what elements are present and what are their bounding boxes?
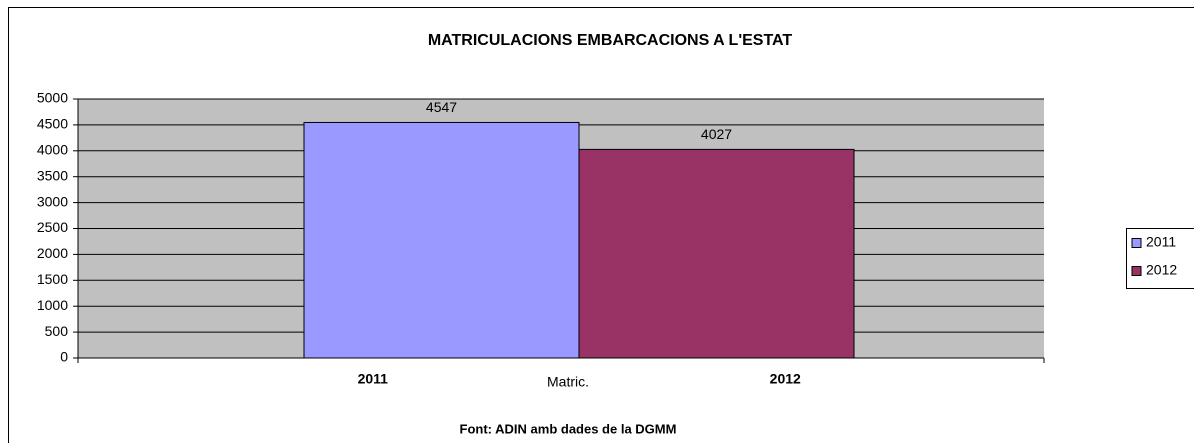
legend-label: 2011 bbox=[1146, 234, 1176, 250]
y-tick-label: 3500 bbox=[37, 167, 68, 183]
y-tick-label: 1500 bbox=[37, 271, 68, 287]
y-tick-label: 0 bbox=[60, 349, 68, 365]
legend-label: 2012 bbox=[1146, 262, 1177, 278]
series-label: 2012 bbox=[770, 371, 801, 387]
series-label: 2011 bbox=[358, 371, 389, 387]
y-tick-label: 1000 bbox=[37, 297, 68, 313]
legend-swatch bbox=[1131, 266, 1142, 276]
y-tick-label: 4000 bbox=[37, 142, 68, 158]
y-tick-label: 4500 bbox=[37, 116, 68, 132]
y-tick-label: 2000 bbox=[37, 245, 68, 261]
legend-swatch bbox=[1131, 238, 1142, 248]
bar bbox=[578, 148, 855, 359]
x-tick-label: Matric. bbox=[547, 374, 589, 390]
bar bbox=[303, 121, 580, 359]
y-tick-label: 500 bbox=[45, 323, 69, 339]
value-label: 4547 bbox=[426, 99, 457, 115]
chart-title: MATRICULACIONS EMBARCACIONS A L'ESTAT bbox=[428, 32, 793, 49]
y-tick-label: 3000 bbox=[37, 193, 68, 209]
value-label: 4027 bbox=[701, 126, 732, 142]
footnote: Font: ADIN amb dades de la DGMM bbox=[460, 421, 677, 436]
y-tick-label: 5000 bbox=[37, 90, 68, 106]
y-tick-label: 2500 bbox=[37, 219, 68, 235]
